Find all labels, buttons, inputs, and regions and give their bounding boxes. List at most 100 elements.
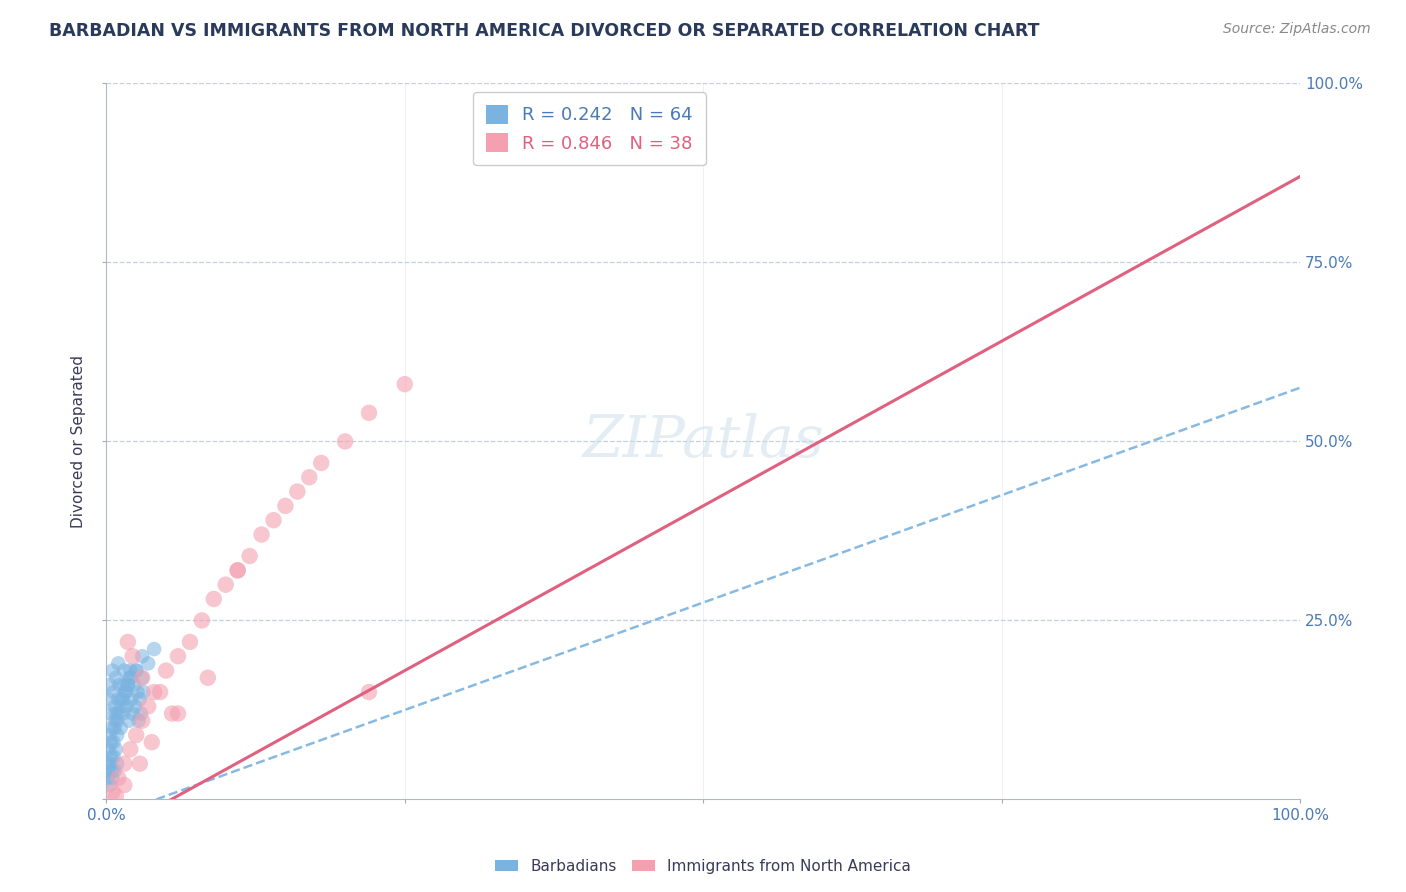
Point (149, 685, 172, 699)
Point (263, 513, 285, 527)
Point (191, 614, 214, 628)
Point (112, 664, 135, 678)
Point (105, 728, 128, 742)
Point (274, 499, 297, 513)
Point (128, 756, 150, 771)
Point (122, 678, 145, 692)
Point (131, 714, 153, 728)
Point (121, 649, 143, 664)
Point (118, 714, 141, 728)
Point (143, 685, 166, 699)
Point (112, 706, 135, 721)
Point (103, 735, 125, 749)
Point (131, 649, 153, 664)
Point (131, 671, 153, 685)
Point (202, 591, 225, 606)
Point (101, 771, 124, 785)
Point (112, 692, 135, 706)
Point (128, 714, 150, 728)
Point (120, 671, 142, 685)
Point (143, 642, 166, 657)
Point (127, 685, 149, 699)
Point (104, 699, 127, 714)
Text: BARBADIAN VS IMMIGRANTS FROM NORTH AMERICA DIVORCED OR SEPARATED CORRELATION CHA: BARBADIAN VS IMMIGRANTS FROM NORTH AMERI… (49, 22, 1039, 40)
Point (357, 685, 380, 699)
Point (125, 664, 148, 678)
Point (167, 706, 190, 721)
Point (97, 756, 120, 771)
Point (107, 706, 129, 721)
Point (226, 563, 249, 577)
Point (131, 671, 153, 685)
Point (97, 692, 120, 706)
Point (100, 735, 122, 749)
Legend: R = 0.242   N = 64, R = 0.846   N = 38: R = 0.242 N = 64, R = 0.846 N = 38 (474, 93, 706, 166)
Point (179, 635, 201, 649)
Point (226, 563, 249, 577)
Point (136, 699, 159, 714)
Point (101, 721, 124, 735)
Point (97, 771, 120, 785)
Point (101, 785, 124, 799)
Point (114, 685, 136, 699)
Point (197, 671, 219, 685)
Point (104, 721, 127, 735)
Point (309, 456, 332, 470)
Point (100, 706, 122, 721)
Point (136, 657, 159, 671)
Point (104, 706, 127, 721)
Point (117, 635, 139, 649)
Point (129, 706, 152, 721)
Point (120, 671, 142, 685)
Point (239, 549, 262, 563)
Point (98, 756, 121, 771)
Point (112, 678, 135, 692)
Text: Source: ZipAtlas.com: Source: ZipAtlas.com (1223, 22, 1371, 37)
Y-axis label: Divorced or Separated: Divorced or Separated (72, 355, 86, 528)
Point (215, 577, 238, 591)
Point (110, 721, 132, 735)
Text: ZIPatlas: ZIPatlas (582, 413, 824, 470)
Point (141, 735, 163, 749)
Point (107, 771, 129, 785)
Point (104, 764, 127, 778)
Point (98, 728, 121, 742)
Point (250, 527, 273, 541)
Point (357, 406, 380, 420)
Point (97, 742, 120, 756)
Point (97, 764, 120, 778)
Point (103, 749, 125, 764)
Point (394, 377, 416, 392)
Point (104, 789, 127, 803)
Point (107, 692, 129, 706)
Point (98, 778, 121, 792)
Point (104, 742, 127, 756)
Point (100, 749, 122, 764)
Point (120, 692, 142, 706)
Point (112, 756, 135, 771)
Point (132, 685, 155, 699)
Point (117, 678, 139, 692)
Point (105, 756, 128, 771)
Point (125, 664, 148, 678)
Point (112, 778, 135, 792)
Point (128, 692, 150, 706)
Point (108, 678, 131, 692)
Point (104, 671, 127, 685)
Point (107, 657, 129, 671)
Point (155, 664, 177, 678)
Point (125, 728, 148, 742)
Point (121, 706, 143, 721)
Point (104, 714, 127, 728)
Point (101, 664, 124, 678)
Point (110, 699, 132, 714)
Point (333, 434, 356, 449)
Point (167, 649, 190, 664)
Point (120, 742, 142, 756)
Point (98, 678, 121, 692)
Point (103, 685, 125, 699)
Point (124, 699, 146, 714)
Point (111, 692, 134, 706)
Point (285, 484, 308, 499)
Point (120, 664, 142, 678)
